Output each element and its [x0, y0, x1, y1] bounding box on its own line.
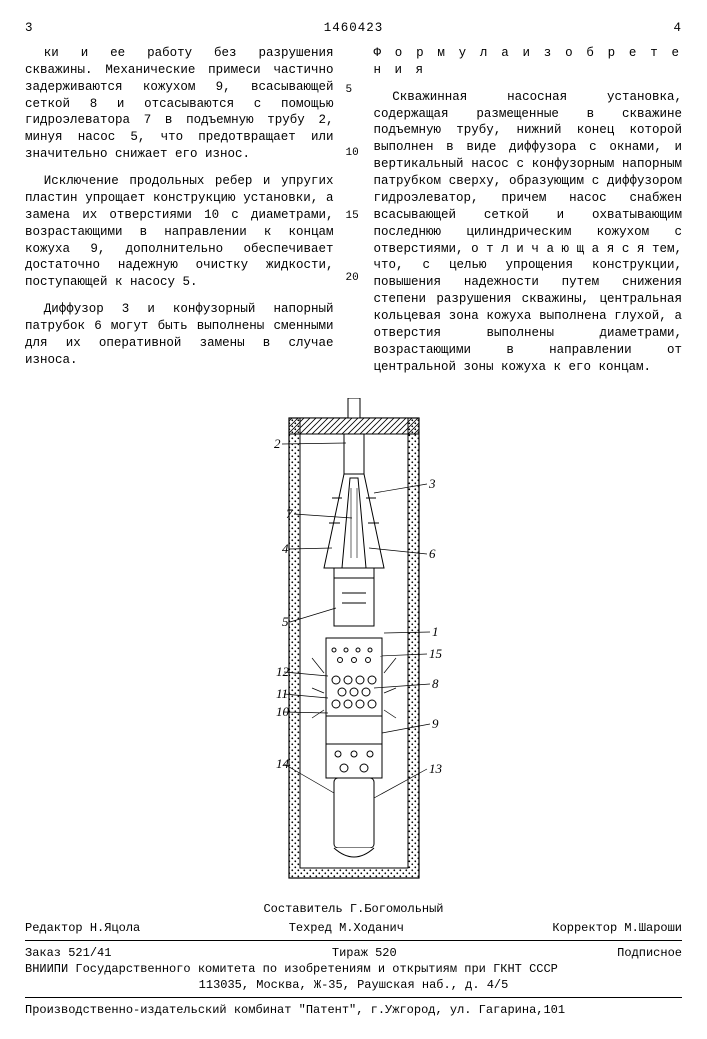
svg-text:12: 12 — [276, 664, 290, 679]
compiler: Составитель Г.Богомольный — [263, 901, 443, 917]
corrector: Корректор М.Шароши — [552, 920, 682, 936]
page-number-left: 3 — [25, 20, 34, 37]
svg-text:14: 14 — [276, 756, 290, 771]
order: Заказ 521/41 — [25, 945, 111, 961]
formula-title: Ф о р м у л а и з о б р е т е н и я — [374, 45, 683, 79]
svg-text:10: 10 — [276, 704, 290, 719]
divider — [25, 940, 682, 941]
divider — [25, 997, 682, 998]
svg-text:7: 7 — [286, 506, 293, 521]
text-columns: ки и ее работу без разрушения скважины. … — [25, 45, 682, 386]
footer-block: Заказ 521/41 Тираж 520 Подписное ВНИИПИ … — [25, 945, 682, 1019]
figure: 2 7 4 5 12 11 10 14 3 6 1 15 8 9 13 — [25, 398, 682, 894]
line-num: 15 — [346, 209, 362, 224]
svg-text:8: 8 — [432, 676, 439, 691]
svg-text:1: 1 — [432, 624, 439, 639]
left-p1: ки и ее работу без разрушения скважины. … — [25, 45, 334, 163]
printer-line: Производственно-издательский комбинат "П… — [25, 1002, 682, 1018]
svg-text:11: 11 — [276, 686, 288, 701]
org-addr: 113035, Москва, Ж-35, Раушская наб., д. … — [25, 977, 682, 993]
svg-text:15: 15 — [429, 646, 443, 661]
techred: Техред М.Ходанич — [289, 920, 404, 936]
pump-diagram: 2 7 4 5 12 11 10 14 3 6 1 15 8 9 13 — [234, 398, 474, 888]
org-line: ВНИИПИ Государственного комитета по изоб… — [25, 961, 682, 977]
right-p1: Скважинная насосная установка, содержаща… — [374, 89, 683, 376]
svg-text:9: 9 — [432, 716, 439, 731]
svg-text:5: 5 — [282, 614, 289, 629]
document-number: 1460423 — [324, 20, 384, 37]
subscription: Подписное — [617, 945, 682, 961]
line-num: 5 — [346, 83, 362, 98]
page-number-right: 4 — [673, 20, 682, 37]
tirazh: Тираж 520 — [332, 945, 397, 961]
editor: Редактор Н.Яцола — [25, 920, 140, 936]
svg-text:4: 4 — [282, 541, 289, 556]
svg-text:2: 2 — [274, 436, 281, 451]
svg-text:3: 3 — [428, 476, 436, 491]
right-column: Ф о р м у л а и з о б р е т е н и я Сква… — [374, 45, 683, 386]
line-number-gutter: 5 10 15 20 — [346, 45, 362, 386]
line-num: 10 — [346, 146, 362, 161]
svg-text:6: 6 — [429, 546, 436, 561]
left-p3: Диффузор 3 и конфузорный напорный патруб… — [25, 301, 334, 369]
credits-block: Составитель Г.Богомольный Редактор Н.Яцо… — [25, 901, 682, 935]
left-p2: Исключение продольных ребер и упругих пл… — [25, 173, 334, 291]
line-num: 20 — [346, 271, 362, 286]
left-column: ки и ее работу без разрушения скважины. … — [25, 45, 334, 386]
page-header: 3 1460423 4 — [25, 20, 682, 37]
svg-text:13: 13 — [429, 761, 443, 776]
